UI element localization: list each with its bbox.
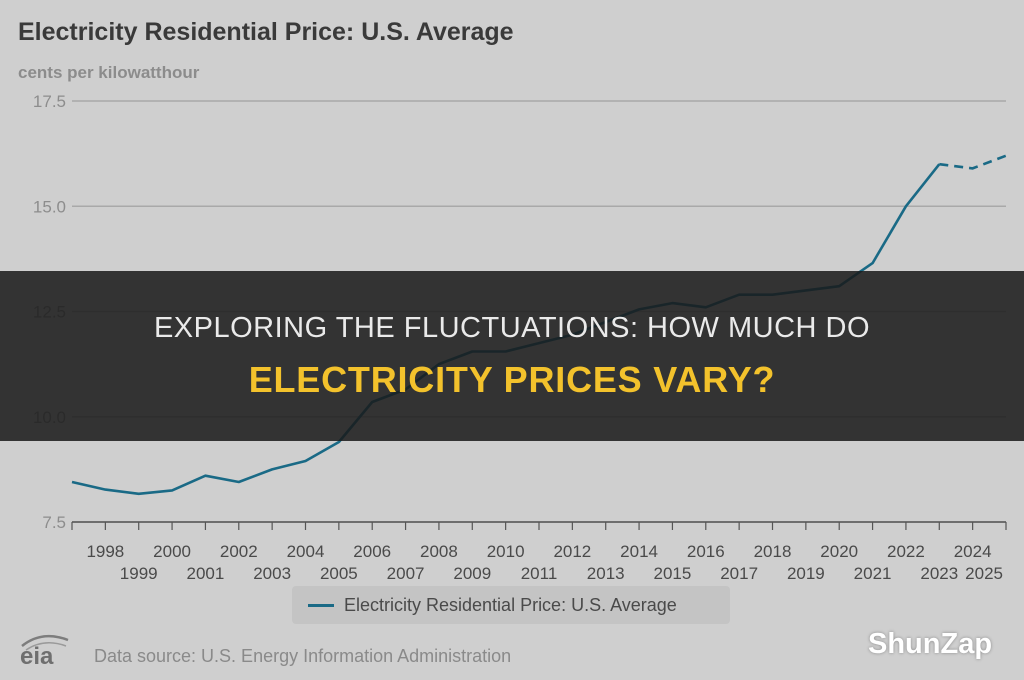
headline-line-2: ELECTRICITY PRICES VARY? [248, 358, 776, 400]
legend-label: Electricity Residential Price: U.S. Aver… [344, 594, 677, 615]
x-tick-label: 2022 [887, 542, 925, 561]
x-tick-label: 2015 [654, 564, 692, 583]
x-tick-label: 2018 [754, 542, 792, 561]
chart-legend: Electricity Residential Price: U.S. Aver… [292, 586, 730, 624]
x-tick-label: 2025 [965, 564, 1003, 583]
y-tick-label: 15.0 [33, 197, 66, 216]
headline-line-1: EXPLORING THE FLUCTUATIONS: HOW MUCH DO [153, 311, 871, 344]
x-tick-label: 2019 [787, 564, 825, 583]
x-tick-label: 2014 [620, 542, 658, 561]
x-tick-label: 2001 [187, 564, 225, 583]
eia-logo-text: eia [20, 643, 54, 668]
x-tick-label: 2009 [453, 564, 491, 583]
x-tick-label: 1998 [86, 542, 124, 561]
legend-swatch [308, 603, 334, 607]
x-tick-label: 2008 [420, 542, 458, 561]
eia-logo: eia [20, 634, 69, 668]
x-tick-label: 2005 [320, 564, 358, 583]
x-tick-label: 2004 [287, 542, 325, 561]
series-line-forecast [939, 154, 1007, 170]
headline-banner: EXPLORING THE FLUCTUATIONS: HOW MUCH DO … [0, 271, 1024, 441]
x-tick-label: 2024 [954, 542, 992, 561]
x-tick-label: 2021 [854, 564, 892, 583]
data-source-note: Data source: U.S. Energy Information Adm… [94, 646, 512, 666]
x-tick-label: 2013 [587, 564, 625, 583]
x-tick-label: 2011 [521, 564, 558, 583]
x-tick-label: 2002 [220, 542, 258, 561]
x-tick-label: 2017 [720, 564, 758, 583]
x-tick-label: 2016 [687, 542, 725, 561]
x-tick-label: 2012 [553, 542, 591, 561]
x-tick-label: 2003 [253, 564, 291, 583]
y-axis-unit-label: cents per kilowatthour [18, 63, 200, 82]
x-tick-label: 2010 [487, 542, 525, 561]
y-tick-label: 17.5 [33, 92, 66, 111]
x-tick-label: 2000 [153, 542, 191, 561]
x-tick-label: 2020 [820, 542, 858, 561]
x-tick-label: 2006 [353, 542, 391, 561]
x-tick-label: 2023 [920, 564, 958, 583]
x-tick-label: 1999 [120, 564, 158, 583]
chart-title: Electricity Residential Price: U.S. Aver… [18, 18, 514, 46]
brand-logo: ShunZap [868, 628, 993, 660]
x-tick-label: 2007 [387, 564, 425, 583]
y-tick-label: 7.5 [42, 513, 66, 532]
